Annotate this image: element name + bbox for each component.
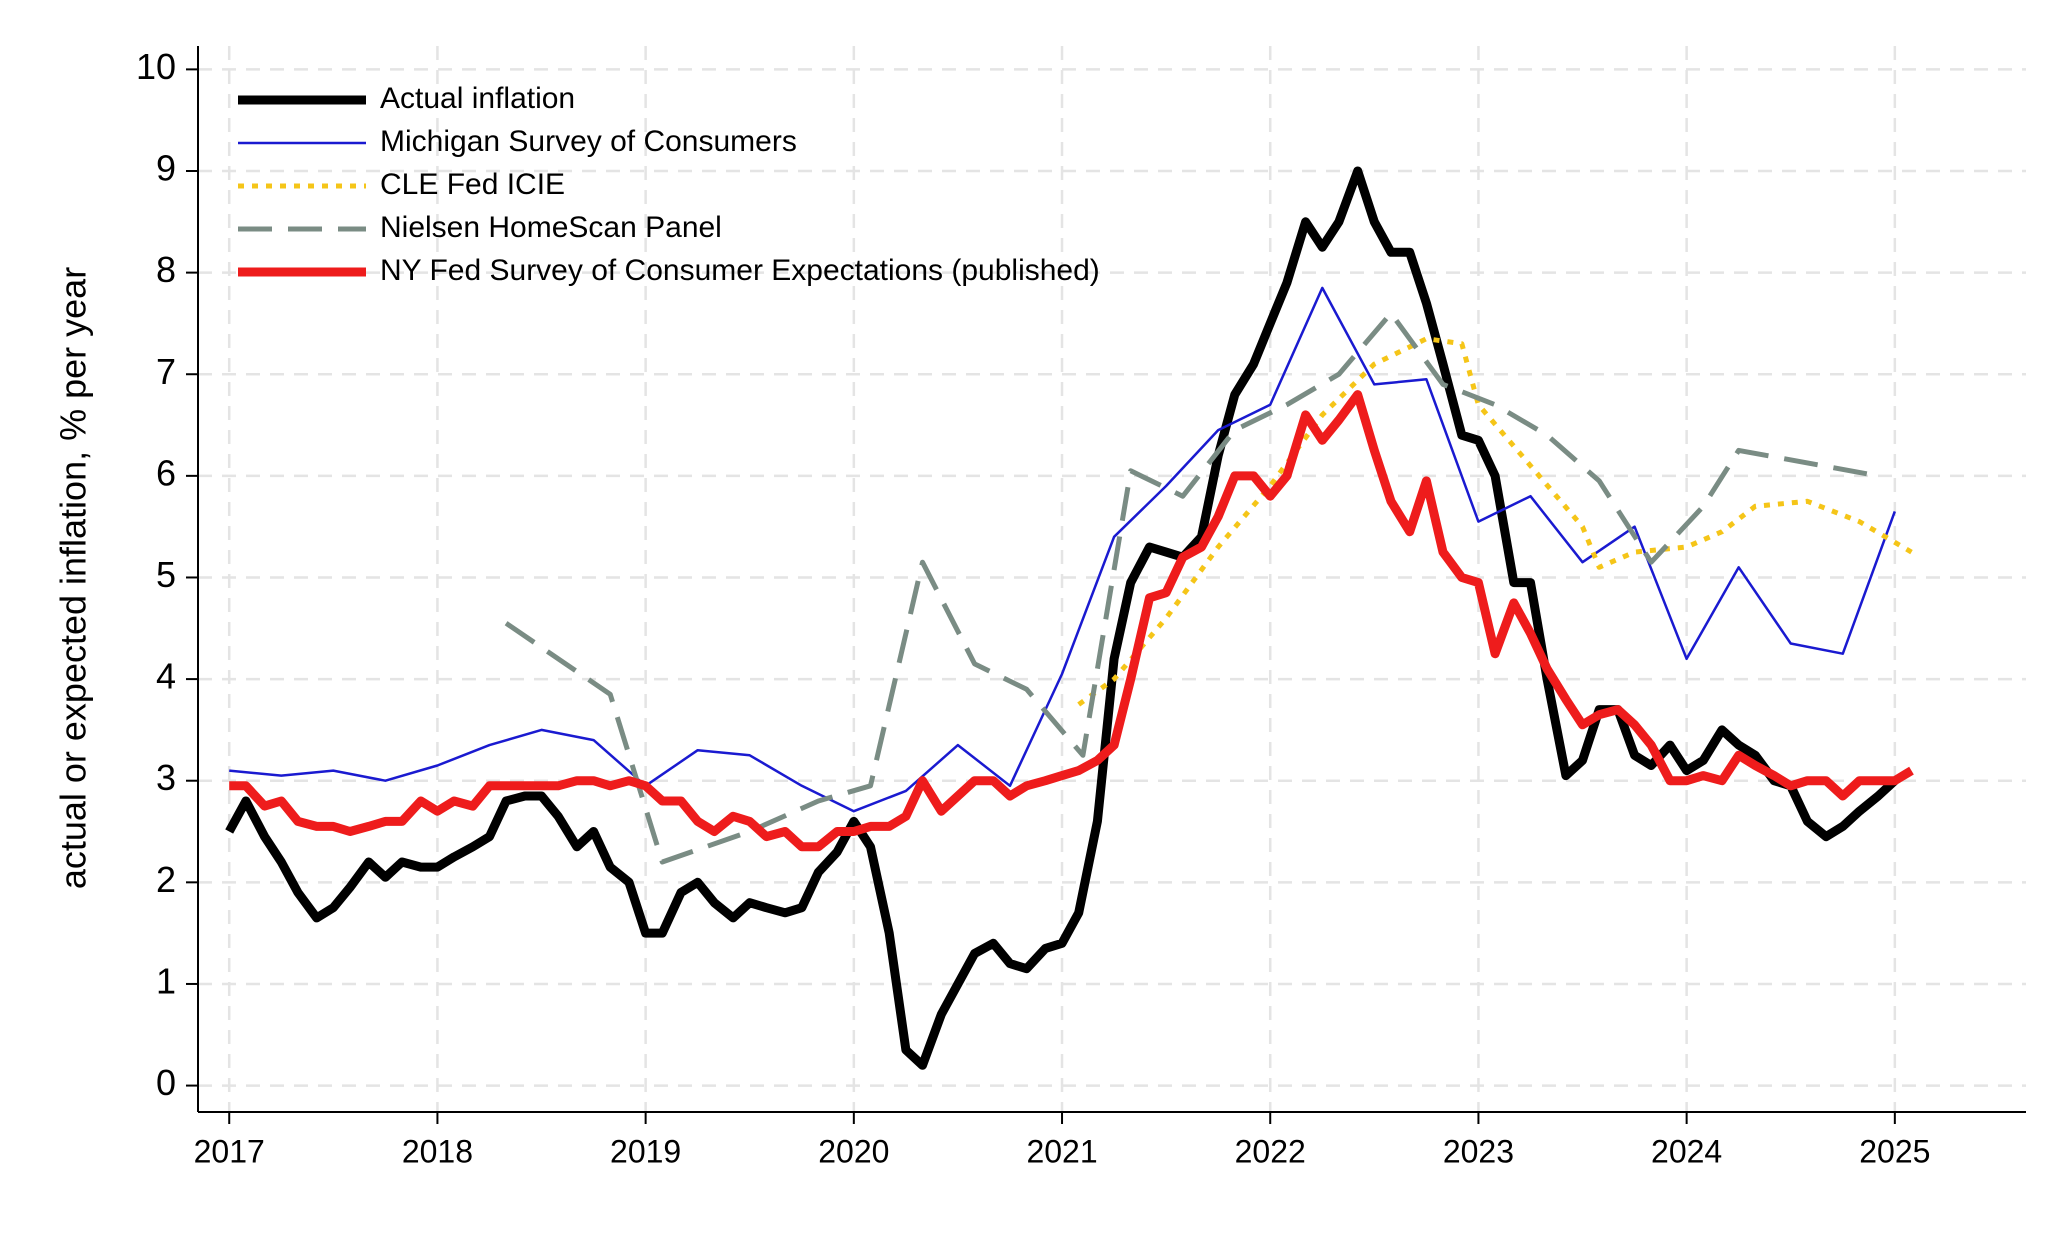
legend-label: Michigan Survey of Consumers [380, 125, 797, 158]
y-tick-label: 1 [156, 960, 176, 1001]
y-tick-label: 4 [156, 656, 176, 697]
y-tick-label: 2 [156, 859, 176, 900]
x-tick-label: 2025 [1859, 1133, 1930, 1169]
y-axis-label: actual or expected inflation, % per year [53, 267, 94, 889]
legend-label: CLE Fed ICIE [380, 168, 565, 201]
x-tick-label: 2021 [1026, 1133, 1097, 1169]
x-tick-label: 2017 [194, 1133, 265, 1169]
y-tick-label: 10 [136, 46, 176, 87]
series-line [1077, 336, 1913, 707]
legend-label: Nielsen HomeScan Panel [380, 211, 722, 244]
x-tick-label: 2024 [1651, 1133, 1722, 1169]
x-tick-label: 2019 [610, 1133, 681, 1169]
y-tick-label: 6 [156, 452, 176, 493]
y-tick-label: 9 [156, 148, 176, 189]
series-line [229, 390, 1914, 852]
series-line [225, 166, 1898, 1070]
series-line [504, 310, 1879, 865]
series-line [229, 286, 1896, 813]
legend-label: NY Fed Survey of Consumer Expectations (… [380, 254, 1100, 287]
y-tick-label: 8 [156, 249, 176, 290]
y-tick-label: 3 [156, 757, 176, 798]
x-tick-label: 2023 [1443, 1133, 1514, 1169]
x-tick-label: 2018 [402, 1133, 473, 1169]
x-tick-label: 2022 [1235, 1133, 1306, 1169]
x-tick-label: 2020 [818, 1133, 889, 1169]
y-tick-label: 7 [156, 351, 176, 392]
y-tick-label: 0 [156, 1062, 176, 1103]
y-tick-label: 5 [156, 554, 176, 595]
legend-label: Actual inflation [380, 82, 575, 115]
